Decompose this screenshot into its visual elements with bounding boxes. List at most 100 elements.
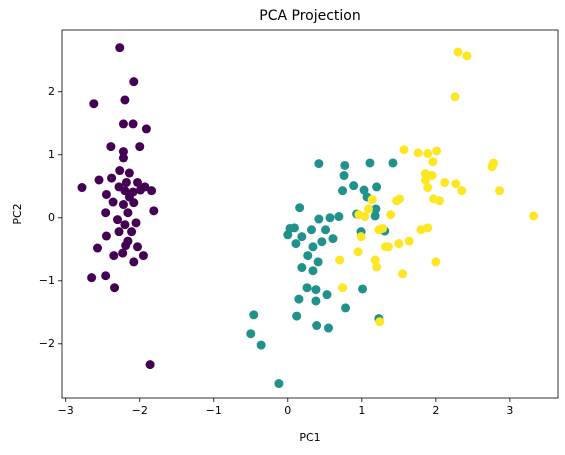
point <box>89 99 99 109</box>
point <box>431 257 441 267</box>
point <box>123 208 133 218</box>
point <box>118 248 128 258</box>
point <box>101 271 111 281</box>
point <box>328 234 338 244</box>
point <box>399 145 409 155</box>
y-axis-label: PC2 <box>11 203 24 224</box>
point <box>289 223 299 233</box>
point <box>321 225 331 235</box>
point <box>335 255 345 265</box>
point <box>339 171 349 181</box>
point <box>413 148 423 158</box>
point <box>353 247 363 257</box>
point <box>325 213 335 223</box>
point <box>114 227 124 237</box>
plot-frame <box>61 29 559 399</box>
point <box>120 95 130 105</box>
point <box>149 206 159 216</box>
point <box>141 124 151 134</box>
point <box>453 47 463 57</box>
point <box>312 321 322 331</box>
point <box>109 251 119 261</box>
point <box>356 232 366 242</box>
point <box>435 196 445 206</box>
point <box>359 185 369 195</box>
point <box>314 159 324 169</box>
x-axis-label: PC1 <box>299 431 320 444</box>
point <box>363 204 373 214</box>
point <box>121 241 131 251</box>
point <box>256 340 266 350</box>
point <box>145 360 155 370</box>
point <box>110 283 120 293</box>
point <box>120 186 130 196</box>
point <box>365 158 375 168</box>
point <box>118 119 128 129</box>
point <box>381 242 391 252</box>
point <box>101 189 111 199</box>
point <box>378 223 388 233</box>
x-tick-label: 2 <box>432 404 439 417</box>
point <box>297 263 307 273</box>
point <box>124 168 134 178</box>
point <box>101 231 111 241</box>
point <box>131 218 141 228</box>
point <box>375 317 385 327</box>
y-tick-label: −1 <box>39 274 55 287</box>
point <box>423 149 433 159</box>
point <box>529 211 539 221</box>
point <box>416 225 426 235</box>
point <box>93 243 103 253</box>
point <box>392 196 402 206</box>
point <box>302 283 312 293</box>
point <box>338 186 348 196</box>
point <box>101 208 111 218</box>
point <box>388 158 398 168</box>
point <box>135 142 145 152</box>
point <box>106 142 116 152</box>
point <box>127 227 137 237</box>
point <box>133 242 143 252</box>
point <box>129 77 139 87</box>
point <box>462 51 472 61</box>
point <box>118 147 128 157</box>
point <box>314 214 324 224</box>
x-tick-label: −1 <box>206 404 222 417</box>
point <box>306 225 316 235</box>
point <box>133 177 143 187</box>
point <box>303 251 313 261</box>
point <box>147 186 157 196</box>
x-tick-label: −3 <box>58 404 74 417</box>
point <box>294 294 304 304</box>
point <box>341 303 351 313</box>
point <box>457 186 467 196</box>
x-tick-label: 0 <box>284 404 291 417</box>
point <box>338 283 348 293</box>
point <box>451 179 461 189</box>
point <box>115 43 125 53</box>
point <box>386 210 396 220</box>
point <box>295 203 305 213</box>
point <box>138 251 148 261</box>
point <box>428 157 438 167</box>
point <box>324 323 334 333</box>
point <box>432 146 442 156</box>
point <box>372 182 382 192</box>
point <box>360 212 370 222</box>
point <box>291 239 301 249</box>
point <box>313 257 323 267</box>
y-tick-label: 2 <box>48 85 55 98</box>
point <box>358 284 368 294</box>
point <box>394 239 404 249</box>
point <box>87 273 97 283</box>
point <box>450 92 460 102</box>
x-tick-label: 1 <box>358 404 365 417</box>
point <box>420 175 430 185</box>
point <box>115 166 125 176</box>
y-tick-label: −2 <box>39 337 55 350</box>
point <box>334 212 344 222</box>
point <box>311 285 321 295</box>
point <box>274 379 284 389</box>
point <box>249 310 259 320</box>
